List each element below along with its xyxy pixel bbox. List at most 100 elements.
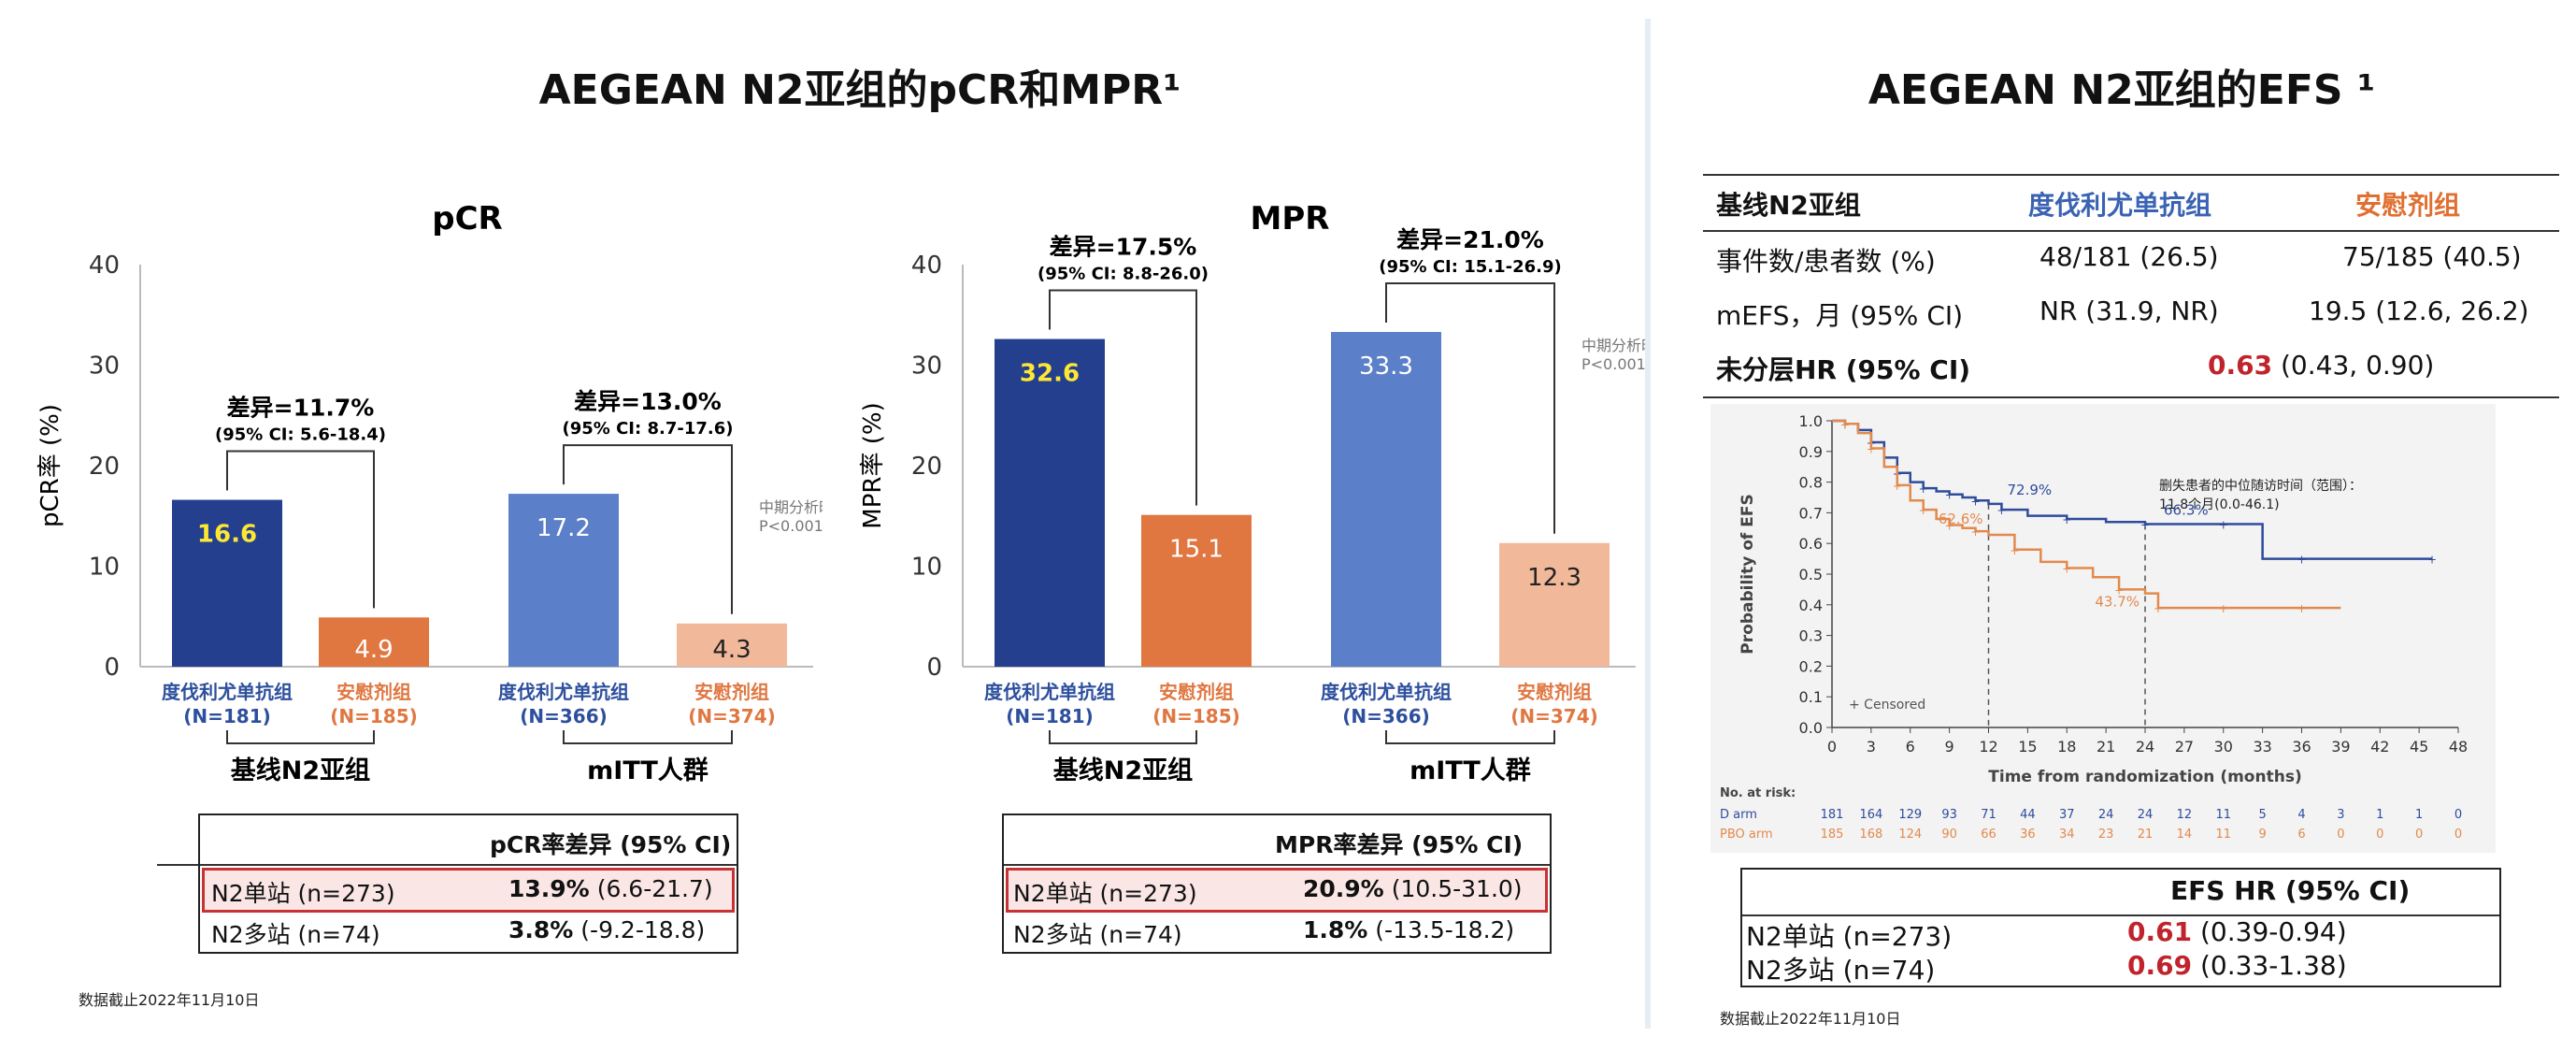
km-at-risk-d-16: 0 <box>2454 808 2462 822</box>
km-censor-mark-0-11: + <box>1971 495 1981 508</box>
mpr-ytick-2: 20 <box>911 453 942 481</box>
pcr-bar-label-g1-b0: 17.2 <box>537 514 591 542</box>
mpr-ylabel: MPR率 (%) <box>859 402 887 528</box>
km-ytick-9: 0.9 <box>1799 443 1823 461</box>
km-at-risk-p-4: 66 <box>1981 828 1996 842</box>
mpr-diff-table: MPR率差异 (95% CI) N2单站 (n=273) 20.9% (10.5… <box>1002 813 1552 954</box>
km-xtick-7: 21 <box>2097 738 2115 756</box>
mpr-row-1-ci: (10.5-31.0) <box>1391 875 1523 902</box>
mpr-group-bracket-0 <box>1049 730 1197 744</box>
km-at-risk-p-13: 0 <box>2337 828 2344 842</box>
pcr-table-header: pCR率差异 (95% CI) <box>490 831 732 858</box>
pcr-bracket-g1 <box>563 444 733 614</box>
km-xtick-2: 6 <box>1906 738 1915 756</box>
mpr-diff-g0: 差异=17.5% <box>1050 234 1197 261</box>
km-followup-line-1: 删失患者的中位随访时间（范围）： <box>2159 478 2362 494</box>
km-at-risk-p-15: 0 <box>2415 828 2423 842</box>
km-censor-mark-1-9: + <box>1945 520 1954 533</box>
km-censor-mark-0-19: + <box>2219 519 2228 532</box>
km-background <box>1710 404 2496 853</box>
mpr-bar-label-g1-b1: 12.3 <box>1527 564 1581 592</box>
pcr-title: pCR <box>432 200 502 238</box>
mpr-bar-label-g0-b1: 15.1 <box>1169 536 1224 564</box>
efs-summary-header-durva: 度伐利尤单抗组 <box>2028 190 2212 221</box>
km-censor-mark-0-7: + <box>1919 482 1928 496</box>
pcr-xcat-g1-b1: 安慰剂组 <box>694 681 769 703</box>
mpr-xcat-g0-b1: 安慰剂组 <box>1159 681 1234 703</box>
pcr-xcat-g1-b0: 度伐利尤单抗组 <box>498 681 629 703</box>
km-at-risk-d-5: 44 <box>2020 808 2036 822</box>
mpr-title: MPR <box>1251 200 1330 238</box>
km-at-risk-d-14: 1 <box>2376 808 2383 822</box>
pcr-row-1-result: 13.9% (6.6-21.7) <box>508 875 713 902</box>
mpr-bar-label-g0-b0: 32.6 <box>1020 360 1080 388</box>
km-at-risk-p-14: 0 <box>2376 828 2383 842</box>
mpr-row-highlight <box>1006 868 1548 913</box>
pcr-bar-label-g1-b1: 4.3 <box>712 636 751 664</box>
km-at-risk-p-12: 6 <box>2297 828 2305 842</box>
km-at-risk-p-label: PBO arm <box>1720 828 1773 842</box>
mpr-bracket-g1 <box>1385 282 1555 534</box>
km-xtick-0: 0 <box>1827 738 1837 756</box>
km-at-risk-p-16: 0 <box>2454 828 2462 842</box>
mpr-ci-g1: (95% CI: 15.1-26.9) <box>1379 257 1561 277</box>
km-xtick-4: 12 <box>1979 738 1997 756</box>
pcr-group-bracket-0 <box>226 730 375 744</box>
km-at-risk-p-3: 90 <box>1941 828 1957 842</box>
km-ytick-2: 0.2 <box>1799 657 1823 675</box>
km-censor-mark-1-17: + <box>2114 583 2124 597</box>
km-at-risk-p-5: 36 <box>2020 828 2036 842</box>
km-ylabel: Probability of EFS <box>1739 494 1757 654</box>
pcr-ci-g1: (95% CI: 8.7-17.6) <box>563 419 734 439</box>
pcr-diff-g0: 差异=11.7% <box>227 395 375 422</box>
km-ytick-6: 0.6 <box>1799 535 1823 553</box>
pcr-ci-g0: (95% CI: 5.6-18.4) <box>215 425 386 445</box>
mpr-ytick-0: 0 <box>926 654 942 682</box>
efs-row-mefs-label: mEFS，月 (95% CI) <box>1716 300 1964 331</box>
km-censor-mark-1-13: + <box>2010 544 2019 557</box>
efs-hr-row-2-label: N2多站 (n=74) <box>1746 955 1936 986</box>
mpr-xcat-g0-b0: 度伐利尤单抗组 <box>984 681 1115 703</box>
km-annotation-0: 72.9% <box>2008 482 2053 498</box>
km-xtick-1: 3 <box>1867 738 1876 756</box>
efs-summary-header-rule <box>1703 230 2559 232</box>
km-xtick-8: 24 <box>2136 738 2154 756</box>
km-ytick-5: 0.5 <box>1799 566 1823 583</box>
km-annotation-2: 62.6% <box>1939 511 1983 527</box>
pcr-bar-g0-b0 <box>172 499 282 667</box>
efs-summary-header-placebo: 安慰剂组 <box>2355 190 2461 221</box>
pcr-ytick-3: 30 <box>89 353 120 381</box>
mpr-row-1-value: 20.9% <box>1303 875 1384 902</box>
pcr-row-2-ci: (-9.2-18.8) <box>580 916 706 943</box>
km-xtick-10: 30 <box>2214 738 2233 756</box>
pcr-row-1-ci: (6.6-21.7) <box>596 875 713 902</box>
pcr-ylabel: pCR率 (%) <box>36 404 64 527</box>
km-annotation-1: 66.3% <box>2164 502 2209 519</box>
km-xtick-9: 27 <box>2175 738 2194 756</box>
km-ytick-4: 0.4 <box>1799 597 1823 614</box>
pcr-ytick-0: 0 <box>104 654 120 682</box>
mpr-xn-g1-b1: (N=374) <box>1510 705 1598 727</box>
km-at-risk-p-6: 34 <box>2059 828 2075 842</box>
pcr-row-2-value: 3.8% <box>508 916 574 943</box>
km-xtick-14: 42 <box>2370 738 2389 756</box>
pcr-row-highlight <box>202 868 735 913</box>
km-censor-mark-1-1: + <box>1840 418 1850 431</box>
mpr-bar-label-g1-b0: 33.3 <box>1359 353 1413 381</box>
km-censor-mark-0-15: + <box>2062 513 2071 526</box>
km-xtick-12: 36 <box>2292 738 2311 756</box>
mpr-row-1-label: N2单站 (n=273) <box>1013 880 1197 907</box>
km-censored-legend: + Censored <box>1849 698 1925 713</box>
pcr-ytick-1: 10 <box>89 554 120 582</box>
efs-row-hr-ci: (0.43, 0.90) <box>2281 350 2435 381</box>
km-at-risk-d-2: 129 <box>1898 808 1922 822</box>
km-xtick-15: 45 <box>2410 738 2428 756</box>
km-ytick-0: 0.0 <box>1799 719 1823 737</box>
pcr-diff-table: pCR率差异 (95% CI) N2单站 (n=273) 13.9% (6.6-… <box>198 813 738 954</box>
km-at-risk-p-2: 124 <box>1898 828 1922 842</box>
pcr-group-label-1: mITT人群 <box>587 756 708 785</box>
km-at-risk-d-7: 24 <box>2098 808 2114 822</box>
km-at-risk-p-11: 9 <box>2258 828 2266 842</box>
km-curve-d-arm <box>1832 419 2433 560</box>
